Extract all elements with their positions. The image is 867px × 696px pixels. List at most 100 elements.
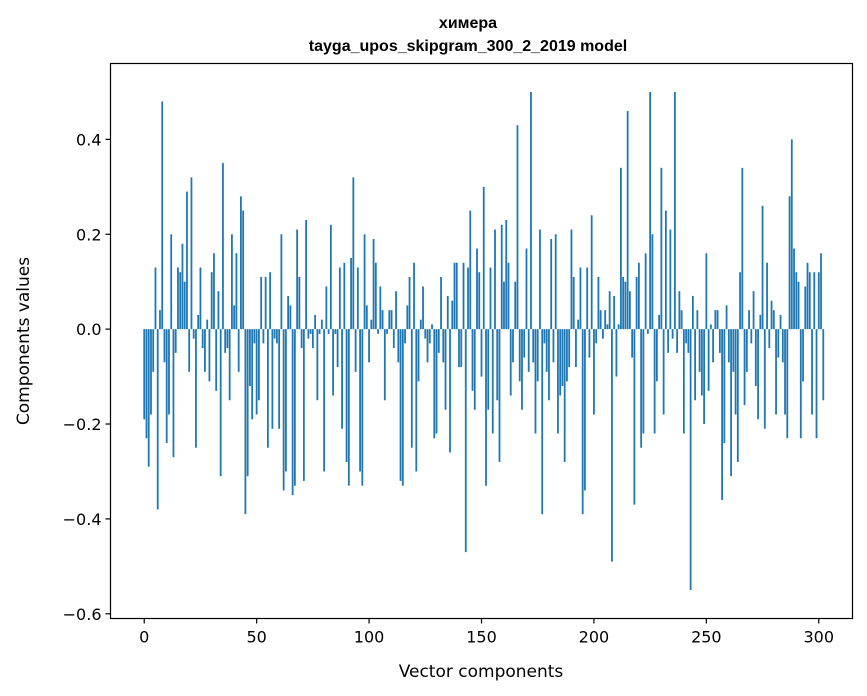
bar-58 — [273, 329, 276, 339]
bar-12 — [170, 234, 173, 330]
bar-176 — [539, 229, 541, 330]
bar-165 — [514, 281, 517, 330]
bar-40 — [233, 305, 236, 330]
bar-199 — [590, 215, 593, 330]
y-axis-label: Components values — [14, 257, 34, 425]
bar-111 — [392, 329, 395, 349]
bar-253 — [712, 329, 714, 363]
bar-78 — [318, 329, 321, 334]
bar-284 — [781, 329, 784, 363]
bar-60 — [278, 329, 281, 429]
bar-234 — [669, 229, 672, 330]
bar-216 — [629, 291, 631, 330]
bar-105 — [379, 286, 382, 330]
bar-204 — [602, 329, 604, 339]
bar-201 — [595, 329, 598, 344]
bar-191 — [572, 276, 575, 330]
bar-164 — [512, 329, 514, 363]
bar-19 — [186, 191, 188, 330]
bar-108 — [386, 329, 388, 334]
bar-206 — [606, 324, 609, 330]
bar-115 — [401, 329, 404, 486]
bar-104 — [377, 329, 379, 334]
bar-32 — [215, 329, 218, 391]
bar-95 — [356, 267, 359, 330]
bar-168 — [521, 329, 523, 410]
bar-14 — [174, 329, 177, 353]
bar-181 — [550, 239, 553, 330]
bar-141 — [460, 329, 463, 368]
bar-261 — [730, 329, 732, 477]
bar-66 — [291, 329, 294, 496]
bar-217 — [631, 329, 634, 358]
bar-268 — [745, 329, 748, 372]
bar-293 — [802, 329, 804, 382]
bar-262 — [732, 329, 735, 372]
bar-182 — [552, 329, 555, 363]
bar-146 — [471, 329, 474, 391]
bar-278 — [768, 329, 771, 349]
bar-102 — [372, 239, 375, 330]
bar-37 — [226, 329, 229, 349]
bar-287 — [788, 196, 791, 330]
bar-18 — [183, 281, 186, 330]
x-tick-label: 0 — [139, 628, 149, 647]
bar-195 — [581, 329, 584, 515]
bar-281 — [775, 329, 777, 415]
bar-158 — [498, 329, 501, 462]
bar-170 — [525, 248, 528, 330]
bar-275 — [761, 205, 764, 330]
bar-147 — [473, 329, 476, 410]
bar-279 — [770, 300, 773, 330]
bar-266 — [741, 167, 744, 330]
bar-274 — [759, 314, 762, 330]
bar-240 — [682, 329, 685, 434]
bar-151 — [482, 186, 485, 330]
bar-270 — [750, 329, 753, 344]
bar-227 — [653, 329, 656, 434]
bar-250 — [705, 253, 708, 330]
bar-8 — [161, 101, 164, 330]
bar-4 — [152, 329, 155, 372]
bar-175 — [536, 329, 539, 382]
bar-143 — [464, 329, 467, 553]
bar-67 — [293, 329, 296, 486]
bar-7 — [159, 310, 161, 330]
bar-230 — [660, 167, 663, 330]
bar-219 — [635, 276, 638, 330]
bar-70 — [300, 329, 303, 349]
bar-42 — [237, 329, 240, 372]
bar-27 — [204, 329, 206, 372]
bar-209 — [613, 295, 616, 330]
bar-26 — [201, 329, 204, 349]
bar-152 — [485, 329, 487, 486]
bar-196 — [584, 329, 586, 491]
bar-51 — [258, 329, 260, 401]
bar-101 — [370, 319, 373, 330]
bar-77 — [316, 329, 319, 401]
bar-86 — [336, 329, 339, 368]
bar-22 — [192, 329, 195, 339]
bar-203 — [599, 310, 602, 330]
bar-9 — [163, 329, 166, 363]
bar-237 — [676, 329, 679, 353]
bar-156 — [494, 229, 496, 330]
bar-222 — [642, 329, 645, 434]
y-tick-label: −0.2 — [63, 415, 102, 434]
bar-15 — [177, 267, 179, 330]
bar-238 — [678, 291, 681, 330]
bar-187 — [563, 329, 566, 462]
bar-series — [143, 91, 825, 591]
bar-2 — [147, 329, 150, 467]
bar-276 — [763, 329, 766, 429]
bar-28 — [206, 319, 209, 330]
bar-245 — [694, 329, 697, 401]
bar-161 — [505, 220, 508, 330]
bar-76 — [314, 314, 317, 330]
bar-100 — [368, 329, 370, 363]
bar-91 — [347, 329, 350, 486]
bar-294 — [804, 286, 807, 330]
bar-260 — [727, 329, 730, 363]
bar-107 — [383, 329, 386, 401]
bar-125 — [424, 329, 427, 339]
